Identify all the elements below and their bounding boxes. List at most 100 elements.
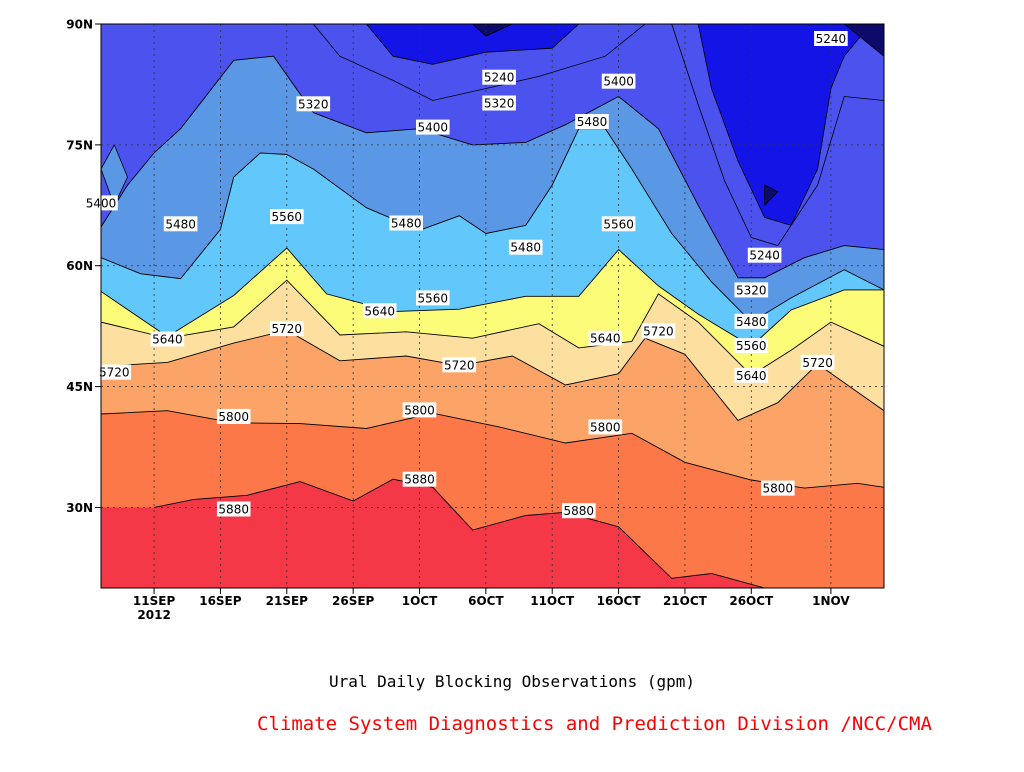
contour-label-bg [482,69,516,85]
contour-label: 5560 [272,210,303,224]
contour-label-bg [97,364,132,380]
contour-label-bg [270,209,304,225]
contour-label-bg [163,216,198,232]
contour-label: 5400 [603,75,634,89]
contour-label: 5240 [484,71,515,85]
contour-label: 5800 [218,410,249,424]
contour-label-bg [761,480,795,496]
grid-layer [101,23,884,588]
x-tick-label: 1OCT [402,594,438,608]
x-tick-label: 26SEP [332,594,375,608]
region-fill-4 [697,24,872,226]
contour-label: 5320 [736,283,767,297]
contour-line-5560 [101,247,884,347]
contour-label-bg [270,321,304,337]
contour-label-bg [734,282,769,298]
contour-label-bg [601,73,636,89]
contour-label: 5720 [99,366,130,380]
contour-label: 5480 [736,315,767,329]
contour-label-bg [588,419,623,435]
contour-label: 5640 [364,304,395,318]
x-tick-label: 11SEP [133,594,176,608]
y-tick-label: 45N [66,380,93,394]
contour-label: 5640 [736,369,767,383]
contour-label: 5800 [404,403,435,417]
contour-label: 5320 [484,97,515,111]
contour-label: 5480 [391,217,422,231]
x-tick-label: 11OCT [530,594,575,608]
contour-label-bg [734,313,769,329]
contour-label: 5560 [736,339,767,353]
contour-label-bg [416,119,450,135]
region-fill-0 [101,143,128,207]
y-tick-label: 30N [66,501,93,515]
contour-label-bg [442,357,477,373]
contour-label-bg [747,247,782,263]
contour-line-5720 [101,329,884,421]
contour-label-bg [814,31,848,46]
contour-label-bg [216,501,251,517]
contour-label-bg [296,96,331,112]
contour-label: 5480 [165,217,196,231]
x-tick-label: 1NOV [812,594,850,608]
x-tick-label: 26OCT [729,594,774,608]
contour-label: 5560 [418,291,449,305]
x-tick-label: 21SEP [266,594,309,608]
y-tick-label: 75N [66,138,93,152]
plot-frame [100,23,885,589]
contour-label: 5720 [444,358,475,372]
contour-label: 5400 [418,121,449,135]
y-tick-label: 60N [66,259,93,273]
contour-label: 5480 [510,241,541,255]
contour-label: 5720 [802,356,833,370]
contour-label-bg [216,408,251,424]
contour-label: 5880 [404,473,435,487]
contour-label: 5880 [218,503,249,517]
x-tick-sublabel: 2012 [137,608,170,622]
contour-label-bg [402,402,437,418]
contour-label-bg [362,303,397,319]
x-tick-label: 21OCT [663,594,708,608]
contour-label: 5240 [749,249,780,263]
contour-label: 5320 [298,97,329,111]
band-fill-above-5880 [101,479,765,588]
contour-line-5880 [154,478,765,588]
contour-label: 5800 [590,420,621,434]
contour-label-bg [734,367,769,383]
band-fill-5400 [101,24,884,278]
contour-label-bg [641,323,676,339]
contour-label-bg [562,503,596,519]
contour-line-5400 [101,55,884,279]
contour-label-layer: 5880 5880 5880 5800 5800 5800 5800 5720 5720 5720… [84,31,848,519]
contour-line-5640 [101,279,884,376]
y-tick-label: 90N [66,18,93,32]
contour-label: 5880 [564,504,595,518]
contour-label-bg [601,216,636,232]
contour-label-bg [588,330,623,346]
contour-label: 5560 [603,217,634,231]
contour-label-bg [416,290,450,306]
contour-label-bg [402,471,437,487]
contour-label: 5640 [590,332,621,346]
contour-label-bg [800,354,835,370]
contour-label-bg [389,215,423,231]
x-tick-label: 16SEP [199,594,242,608]
contour-label: 5640 [152,333,183,347]
contour-label-bg [150,331,185,347]
contour-label: 5800 [763,482,794,496]
contour-line-5480 [101,128,884,323]
contour-label-bg [575,114,609,129]
contour-label-bg [508,239,543,255]
figure-credit: Climate System Diagnostics and Predictio… [257,713,932,735]
figure-caption: Ural Daily Blocking Observations (gpm) [328,672,696,691]
contour-label-bg [482,95,516,111]
region-fill-5 [843,24,884,57]
x-tick-label: 16OCT [597,594,642,608]
x-tick-label: 6OCT [468,594,504,608]
contour-label: 5480 [577,115,608,129]
contour-label-bg [734,338,769,353]
contour-label: 5240 [816,32,847,46]
